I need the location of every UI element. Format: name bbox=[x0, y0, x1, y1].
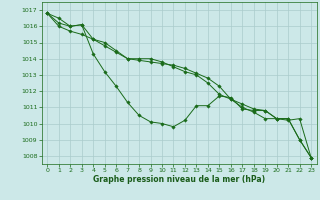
X-axis label: Graphe pression niveau de la mer (hPa): Graphe pression niveau de la mer (hPa) bbox=[93, 175, 265, 184]
